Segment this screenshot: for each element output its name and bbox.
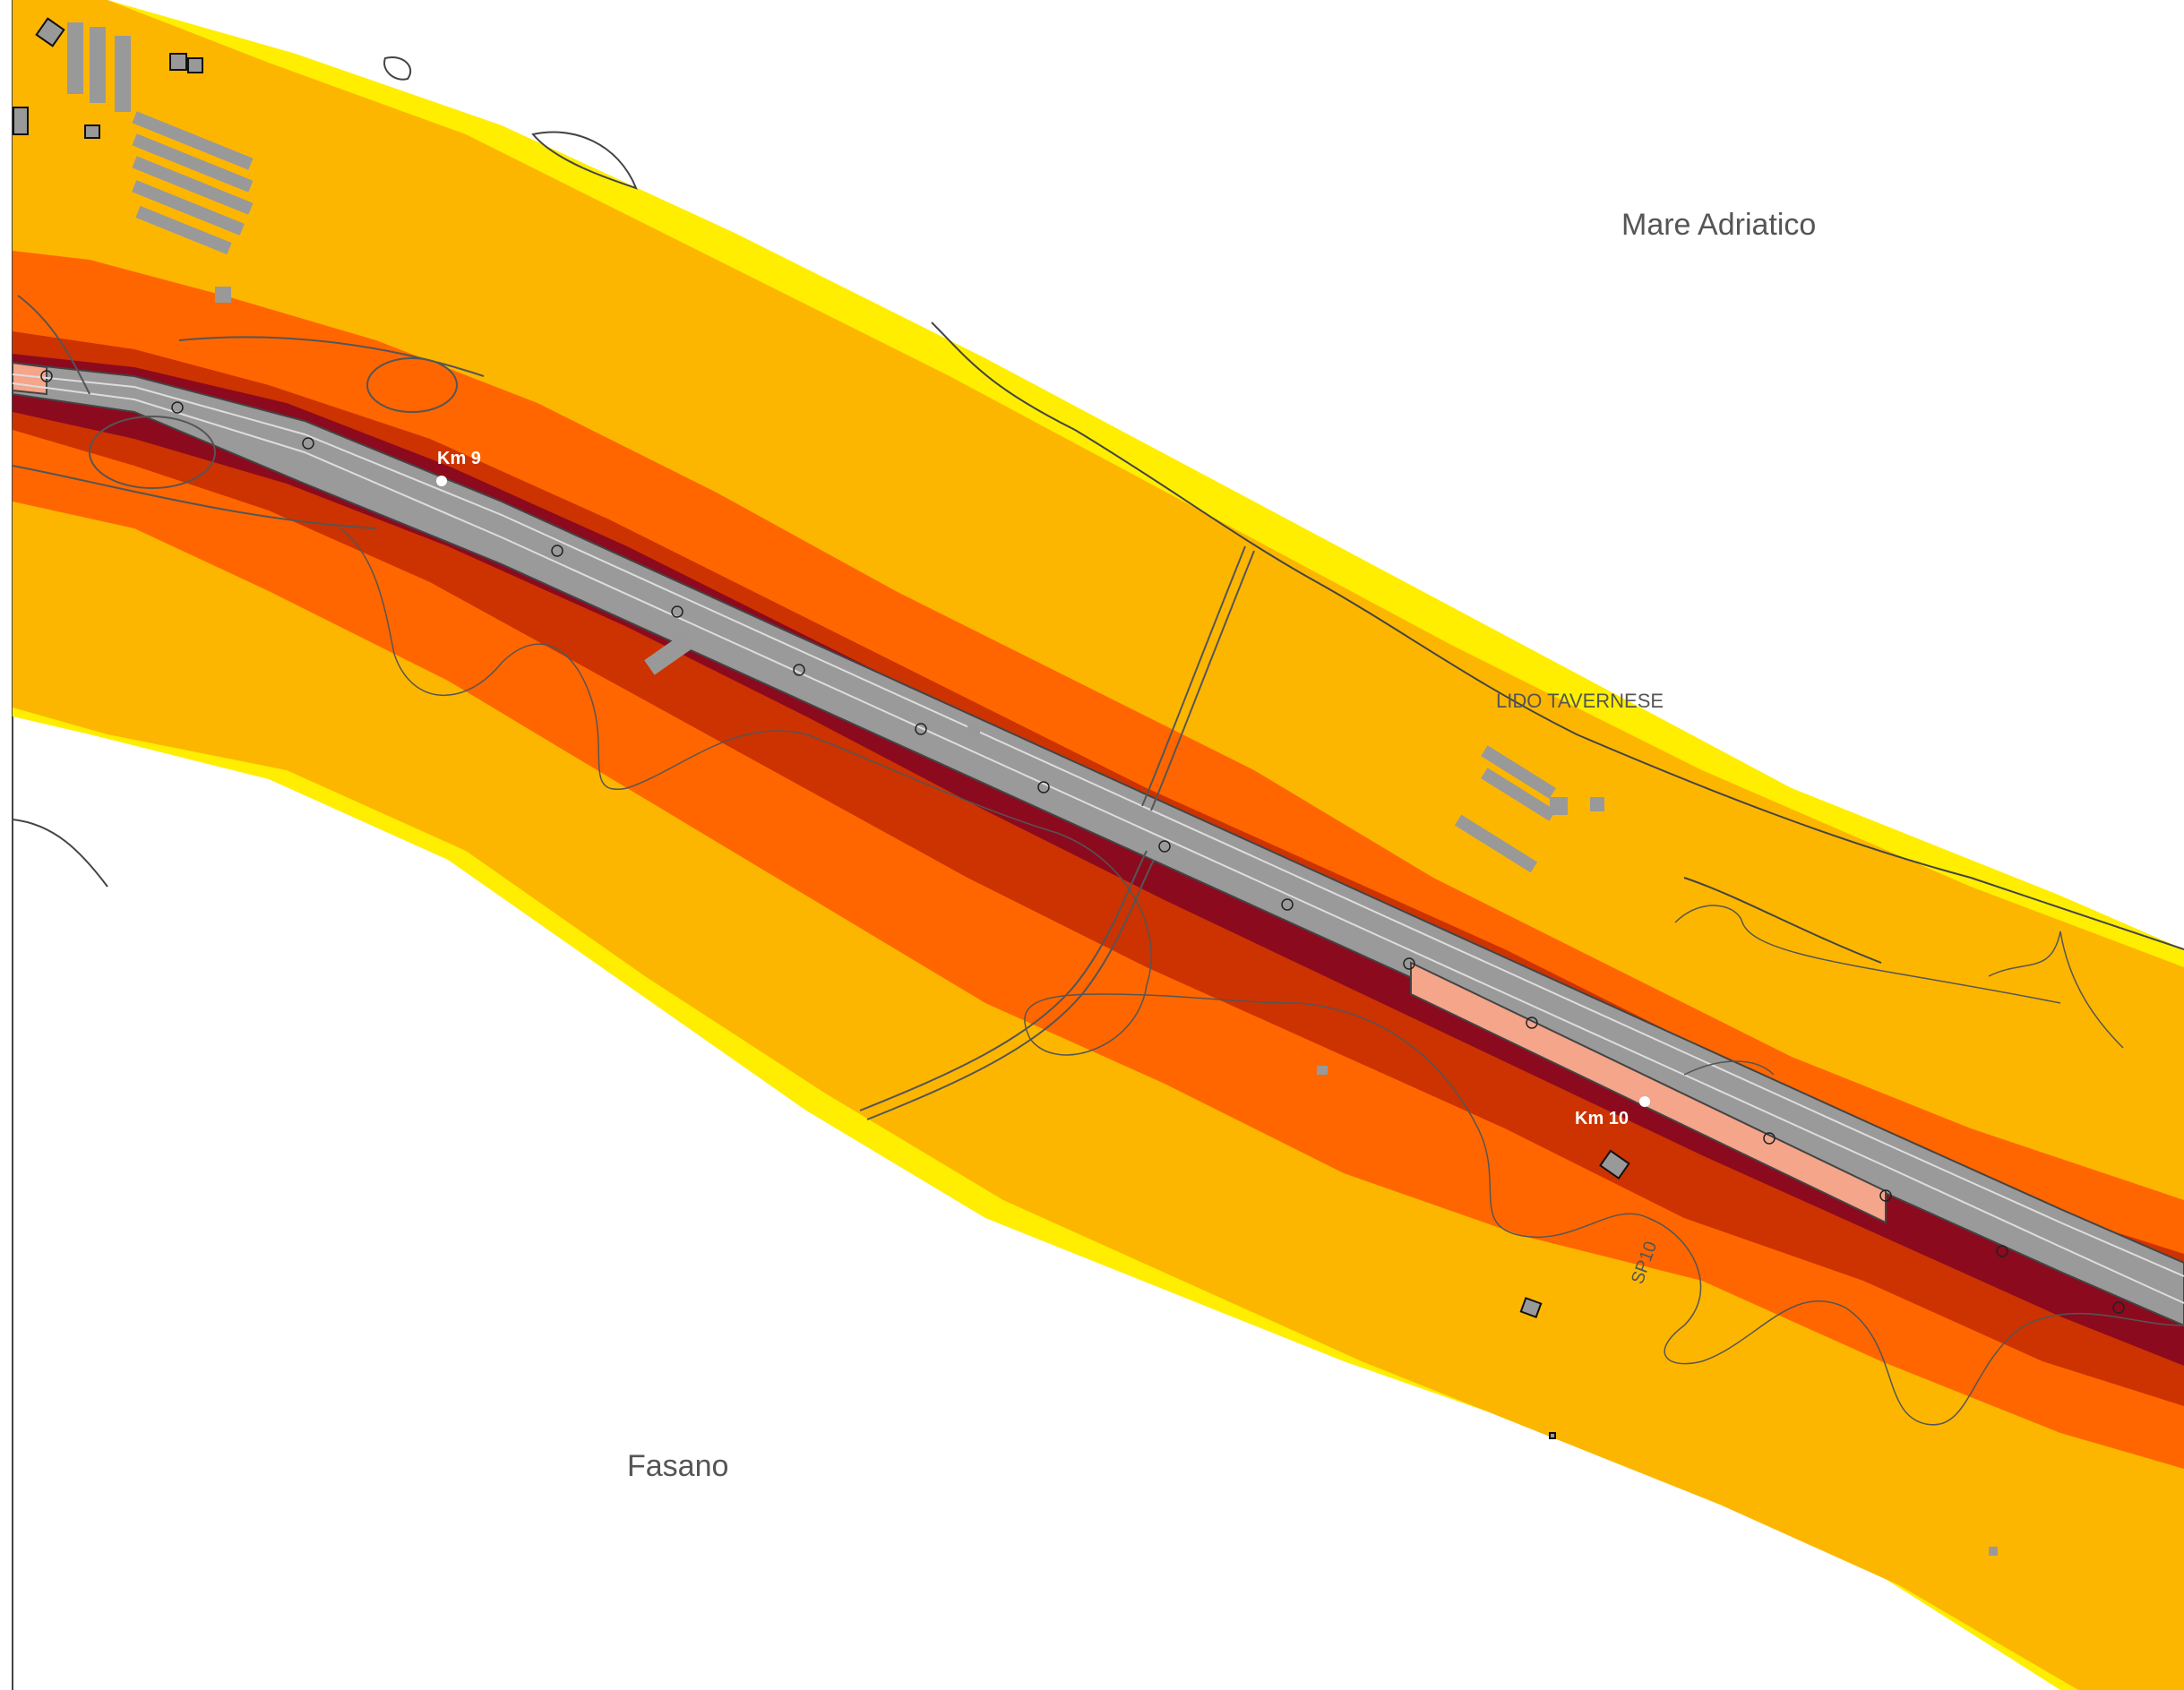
lane-line-2 [12,382,2184,1304]
motorway-junction [12,295,485,529]
noise-band-red [13,331,2184,1406]
motorway-markers [40,370,2125,1314]
km9-marker [436,476,447,486]
noise-band-dark-red [13,354,2184,1366]
contour-lines [340,528,2184,1426]
km9-label: Km 9 [437,449,481,468]
km10-label: Km 10 [1575,1109,1629,1128]
buildings [67,22,1998,1556]
buildings-outlined [13,17,1630,1439]
road-sp10 [859,545,1255,1120]
locality-label: LIDO TAVERNESE [1496,690,1664,712]
sea-label: Mare Adriatico [1621,208,1816,242]
motorway-surface [12,361,2184,1327]
km10-marker [1639,1096,1650,1107]
coastline [12,56,2184,964]
lane-line-1 [12,373,2184,1277]
town-label: Fasano [627,1449,728,1483]
